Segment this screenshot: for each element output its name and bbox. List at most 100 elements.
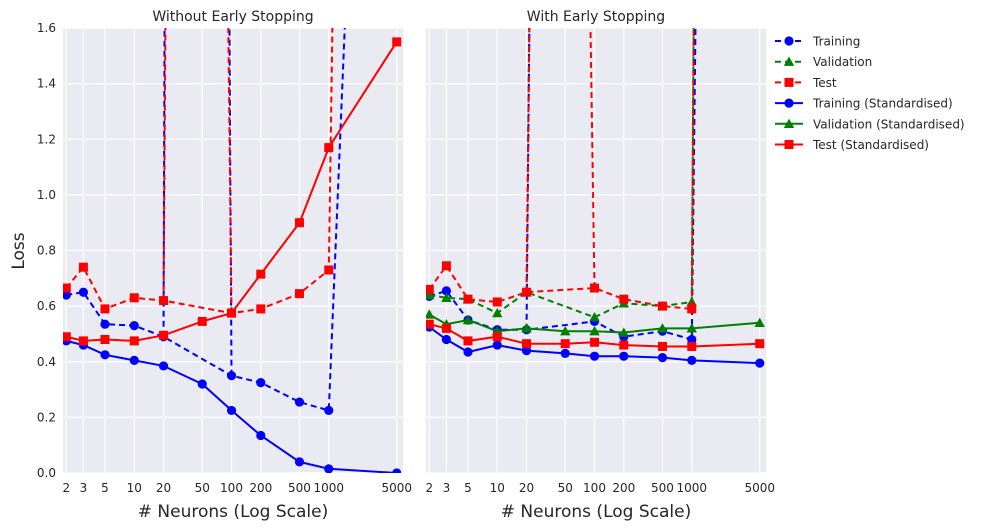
x-tick-label: 5000 [381, 481, 412, 495]
data-point [129, 293, 139, 303]
data-point [426, 284, 434, 294]
data-point [657, 352, 668, 363]
series-line [429, 28, 695, 319]
panel-2: 2 3 5 10 20 50 100 200 500 1000 5000 With Early Sto… [425, 9, 775, 522]
y-tick-label: 1.0 [37, 188, 56, 202]
x-tick-label: 200 [249, 481, 272, 495]
data-point [589, 325, 600, 336]
data-point [78, 336, 88, 346]
series-line [428, 28, 695, 310]
data-point [294, 289, 304, 299]
legend: Training Validation Test Training (Standard… [775, 35, 965, 152]
data-point [441, 334, 452, 345]
data-point [521, 323, 532, 333]
data-point [754, 317, 765, 327]
data-point [426, 309, 435, 319]
data-point [492, 332, 502, 342]
panel-1: 0.0 0.2 0.4 0.6 0.8 1.0 1.2 1.4 1.6 2 3 5 10 20 50 100 2… [37, 9, 412, 522]
data-point [158, 361, 169, 371]
data-point [619, 351, 629, 361]
series [426, 28, 697, 314]
x-tick-label: 3 [80, 481, 88, 495]
data-point [657, 323, 668, 333]
y-tick-label: 0.6 [37, 299, 56, 313]
x-tick-label: 50 [195, 481, 210, 495]
data-point [100, 319, 110, 329]
x-tick-label: 2 [425, 481, 433, 495]
data-point [687, 355, 697, 365]
series [426, 322, 765, 368]
data-point [100, 350, 110, 360]
x-tick-label: 1000 [676, 481, 707, 495]
data-point [63, 290, 71, 300]
data-point [441, 261, 451, 271]
data-point [441, 286, 452, 296]
data-point [560, 325, 571, 336]
data-point [560, 339, 570, 349]
y-tick-label: 0.4 [37, 355, 56, 369]
data-point [619, 340, 629, 350]
data-point [392, 468, 402, 473]
data-point [129, 355, 139, 365]
series [63, 37, 402, 346]
data-point [256, 378, 266, 388]
series-line [65, 28, 334, 315]
data-point [227, 308, 237, 318]
data-point [560, 348, 570, 359]
legend-marker [784, 36, 794, 46]
series-spike [227, 28, 233, 314]
legend-label: Validation [813, 55, 872, 69]
x-tick-label: 20 [156, 481, 171, 495]
legend-label: Test (Standardised) [812, 138, 929, 152]
x-tick-label: 50 [558, 481, 573, 495]
data-point [129, 320, 139, 331]
x-tick-label: 100 [583, 481, 606, 495]
x-tick-label: 5 [101, 481, 109, 495]
x-tick-label: 200 [612, 481, 635, 495]
data-point [618, 327, 629, 337]
legend-label: Training [812, 35, 860, 49]
legend-marker [784, 98, 794, 108]
data-point [256, 430, 266, 441]
data-point [492, 340, 502, 350]
data-point [589, 312, 600, 322]
series-line [66, 28, 346, 412]
series [426, 319, 765, 351]
series-spike [525, 28, 531, 330]
data-point [441, 292, 452, 302]
data-point [426, 319, 434, 329]
data-point [392, 37, 402, 47]
x-tick-label: 5 [464, 481, 472, 495]
data-point [78, 262, 88, 272]
data-point [463, 347, 473, 357]
series-spike [162, 28, 167, 301]
x-axis-label: # Neurons (Log Scale) [138, 502, 328, 522]
y-tick-label: 0.8 [37, 244, 56, 258]
data-point [294, 457, 305, 467]
data-point [463, 336, 473, 346]
data-point [441, 323, 451, 333]
data-point [755, 358, 765, 368]
x-tick-label: 500 [288, 481, 311, 495]
legend-marker [784, 140, 794, 149]
data-point [463, 294, 473, 304]
legend-entry: Validation (Standardised) [775, 117, 965, 131]
x-tick-label: 10 [127, 481, 142, 495]
legend-marker [784, 77, 794, 87]
data-point [159, 296, 169, 306]
data-point [492, 307, 503, 318]
legend-entry: Training (Standardised) [775, 97, 953, 111]
chart-panels: 0.00.20.40.60.81.01.21.41.62 3 5 10 20 50 100 2… [37, 9, 775, 522]
data-point [226, 405, 237, 416]
data-point [522, 287, 532, 297]
data-point [462, 314, 474, 325]
panel-title: With Early Stopping [527, 9, 665, 25]
series-line [428, 28, 697, 341]
legend-label: Test [812, 76, 837, 90]
x-tick-label: 5000 [744, 481, 775, 495]
legend-entry: Test [775, 76, 837, 90]
data-point [589, 351, 600, 361]
x-tick-label: 20 [519, 481, 534, 495]
y-tick-label: 0.0 [37, 466, 56, 480]
